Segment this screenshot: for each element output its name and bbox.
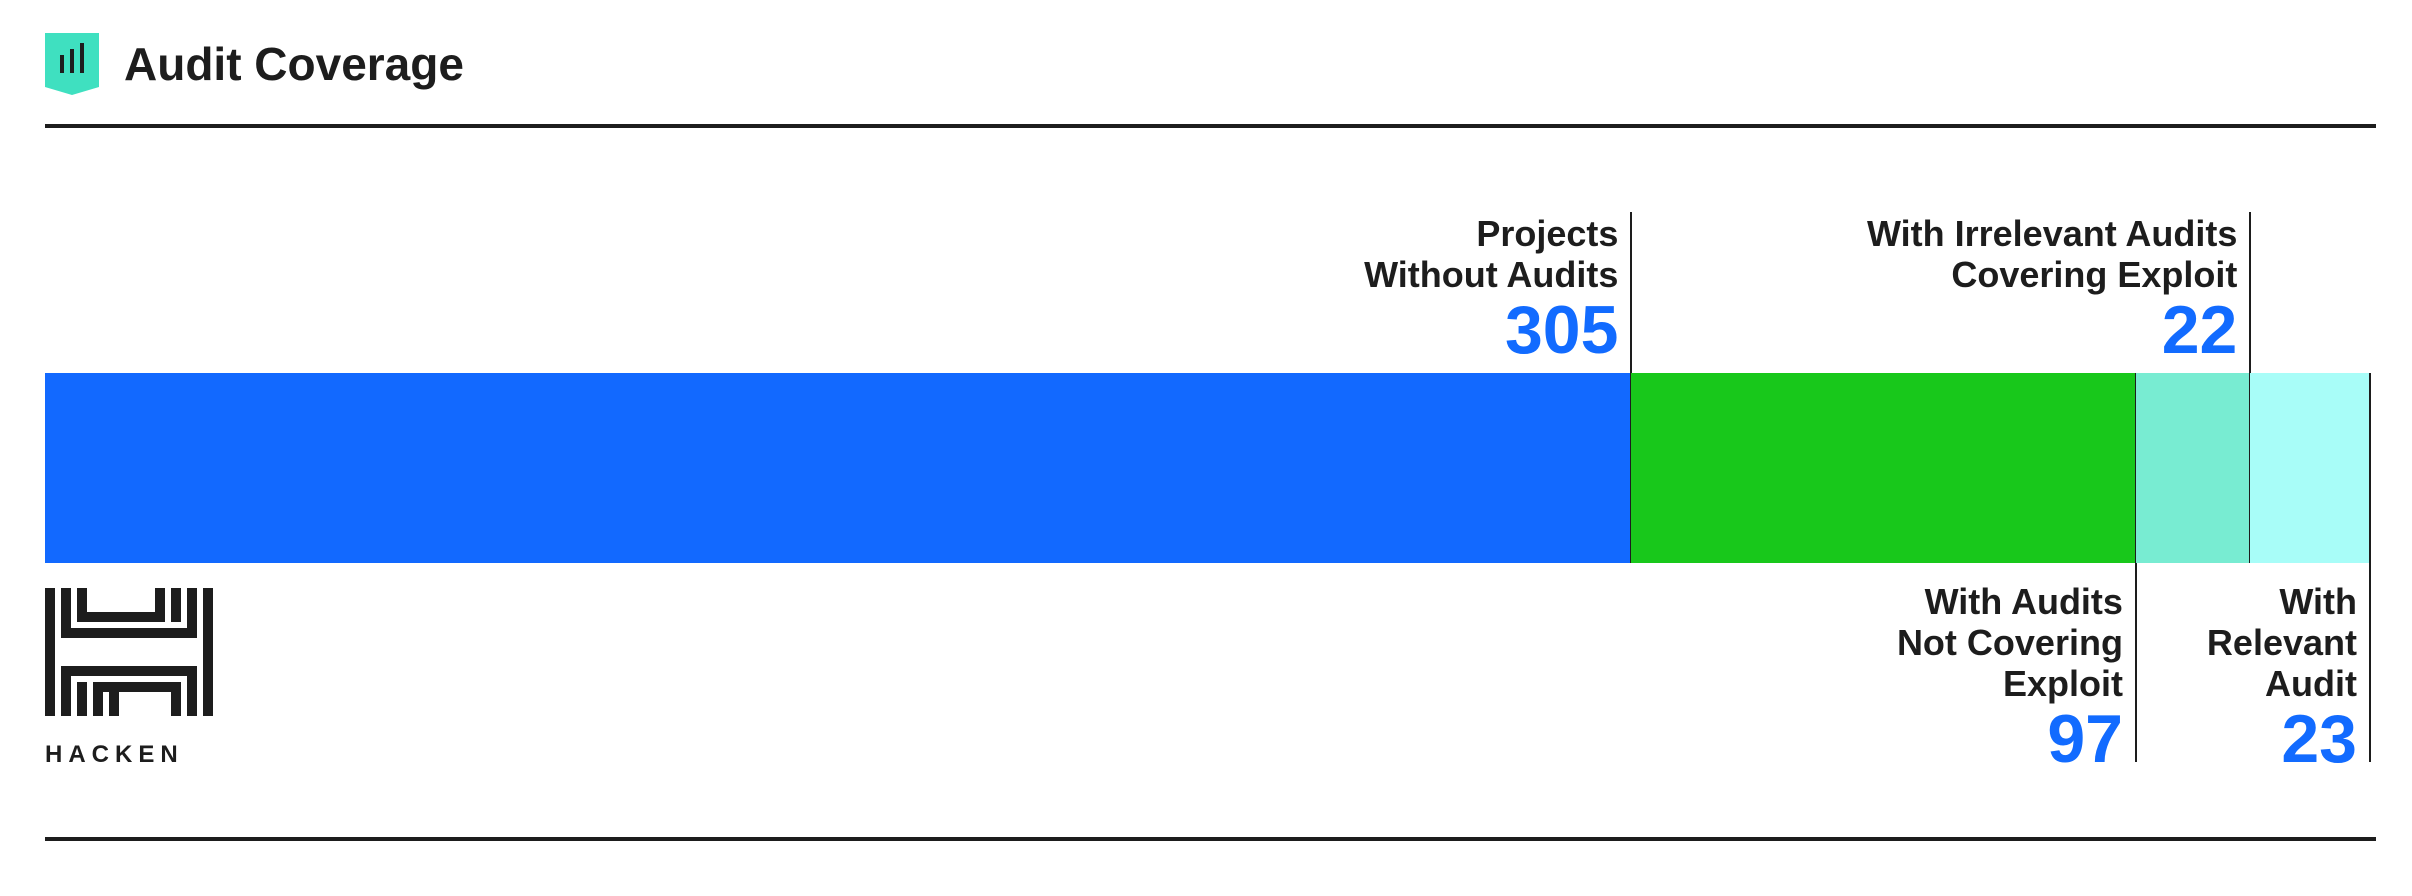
top-rule (45, 124, 2376, 128)
segment-label: With Relevant Audit 23 (1757, 581, 2357, 774)
label-leader (2369, 373, 2371, 762)
title-icon (45, 33, 99, 95)
legend-label: Projects Without Audits (1364, 213, 1619, 295)
value-label: 22 (2161, 292, 2238, 368)
value-label: 23 (2281, 701, 2357, 777)
value-label: 97 (2047, 701, 2123, 777)
logo-text: HACKEN (45, 741, 184, 768)
legend-label: With Relevant Audit (2206, 581, 2357, 704)
logo-mark (45, 588, 213, 716)
legend-label: With Irrelevant Audits Covering Exploit (1866, 213, 2238, 295)
bar-segment (1631, 373, 2136, 563)
legend-label: With Audits Not Covering Exploit (1896, 581, 2123, 704)
chart-title: Audit Coverage (124, 38, 464, 90)
bar-segment (2135, 373, 2251, 563)
label-leader (2134, 373, 2137, 762)
segment-label: With Audits Not Covering Exploit 97 (1523, 581, 2123, 774)
segment-label: Projects Without Audits 305 (1018, 213, 1618, 365)
bottom-rule (45, 837, 2376, 841)
bar-segment (45, 373, 1632, 563)
value-label: 305 (1504, 292, 1619, 368)
bar-segment (2250, 373, 2370, 563)
segment-label: With Irrelevant Audits Covering Exploit 2… (1637, 213, 2237, 365)
